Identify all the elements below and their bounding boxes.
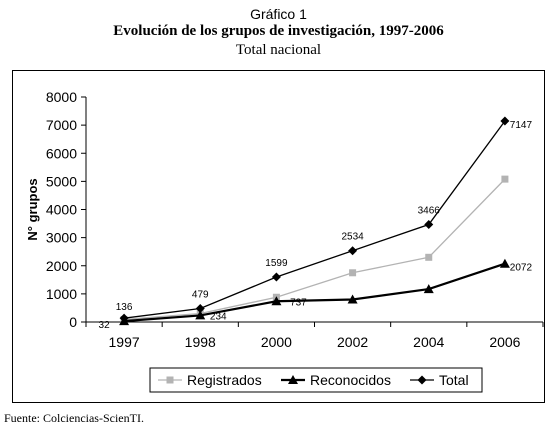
data-point-reconocidos xyxy=(347,294,358,304)
data-label-reconocidos: 2072 xyxy=(510,263,533,274)
y-axis-title: N° grupos xyxy=(25,178,40,240)
legend-label-total: Total xyxy=(439,372,469,388)
y-tick-label: 0 xyxy=(69,314,77,330)
chart-frame: 0 1000 2000 3000 4000 5000 6000 7000 8000 1997 199… xyxy=(12,70,545,403)
chart-title: Evolución de los grupos de investigación… xyxy=(113,23,444,39)
y-tick-label: 6000 xyxy=(46,145,77,161)
data-label-reconocidos: 737 xyxy=(290,297,307,308)
figure-label: Gráfico 1 xyxy=(250,6,307,22)
y-tick-label: 8000 xyxy=(46,89,77,105)
x-tick-label: 2002 xyxy=(337,334,368,350)
chart-subtitle: Total nacional xyxy=(235,42,322,58)
y-tick-label: 7000 xyxy=(46,117,77,133)
data-label-total: 3466 xyxy=(418,206,441,217)
data-point-total xyxy=(424,220,434,230)
data-label-total: 479 xyxy=(192,290,209,301)
x-tick-label: 1997 xyxy=(109,334,140,350)
y-tick-label: 5000 xyxy=(46,173,77,189)
legend-marker-registrados xyxy=(166,376,174,384)
x-tick-label: 1998 xyxy=(185,334,216,350)
x-tick-label: 2000 xyxy=(261,334,292,350)
y-tick-label: 3000 xyxy=(46,230,77,246)
data-label-total: 2534 xyxy=(341,232,364,243)
data-point-reconocidos xyxy=(499,258,510,268)
legend-label-reconocidos: Reconocidos xyxy=(310,372,391,388)
line-chart: 0 1000 2000 3000 4000 5000 6000 7000 8000 1997 199… xyxy=(25,89,544,393)
data-label-total: 7147 xyxy=(510,120,533,131)
x-tick-label: 2006 xyxy=(489,334,520,350)
source-note: Fuente: Colciencias-ScienTI. xyxy=(4,411,144,425)
data-point-total xyxy=(119,313,129,323)
data-point-total xyxy=(195,304,205,314)
data-point-reconocidos xyxy=(271,296,282,306)
data-point-total xyxy=(348,246,358,256)
x-tick-label: 2004 xyxy=(413,334,444,350)
data-point-reconocidos xyxy=(423,284,434,294)
y-tick-label: 2000 xyxy=(46,258,77,274)
y-tick-label: 4000 xyxy=(46,202,77,218)
data-point-reconocidos xyxy=(195,310,206,320)
data-label-reconocidos: 234 xyxy=(210,311,227,322)
legend-label-registrados: Registrados xyxy=(187,372,262,388)
series-line-total xyxy=(124,120,506,319)
data-point-total xyxy=(500,116,510,126)
data-label-total: 136 xyxy=(116,302,133,313)
data-point-registrados xyxy=(425,253,433,261)
y-tick-label: 1000 xyxy=(46,286,77,302)
legend-marker-total xyxy=(417,375,427,385)
data-label-reconocidos: 32 xyxy=(99,320,111,331)
data-point-total xyxy=(271,272,281,282)
data-point-registrados xyxy=(349,269,357,277)
series-line-registrados xyxy=(124,178,506,321)
data-point-registrados xyxy=(501,175,509,183)
legend-marker-reconocidos xyxy=(288,375,298,384)
data-label-total: 1599 xyxy=(265,258,288,269)
series-line-reconocidos xyxy=(124,262,506,323)
